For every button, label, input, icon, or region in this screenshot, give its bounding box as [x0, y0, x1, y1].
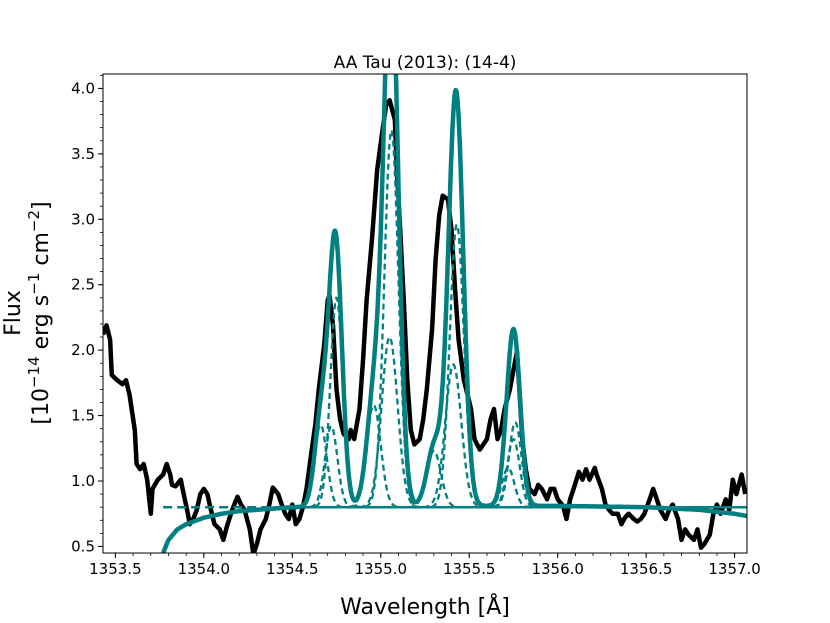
- ylabel-superscript: −2: [25, 210, 43, 232]
- x-tick-label: 1353.5: [89, 560, 142, 578]
- y-axis-label: Flux [10−14 erg s−1 cm−2]: [1, 201, 54, 424]
- observed-spectrum-line: [103, 97, 747, 553]
- gaussian-component-line: [356, 128, 427, 509]
- ylabel-part: cm: [29, 232, 54, 273]
- chart-title: AA Tau (2013): (14-4): [334, 53, 517, 73]
- ylabel-part: [10: [29, 388, 54, 425]
- x-tick-label: 1356.5: [620, 560, 673, 578]
- gaussian-component-line: [398, 449, 470, 509]
- axis-ticks: 1353.5 1354.0 1354.5 1355.0 1355.5 1356.0 1356…: [71, 74, 761, 578]
- x-tick-label: 1355.5: [443, 560, 496, 578]
- y-tick-label: 2.5: [71, 276, 95, 294]
- y-tick-label: 1.0: [71, 472, 95, 490]
- x-tick-label: 1354.5: [266, 560, 319, 578]
- x-tick-label: 1355.0: [355, 560, 408, 578]
- gaussian-component-line: [484, 420, 546, 509]
- y-tick-label: 2.0: [71, 341, 95, 359]
- y-tick-label: 1.5: [71, 407, 95, 425]
- axes-frame: [102, 73, 748, 554]
- ylabel-superscript: −1: [25, 273, 43, 295]
- y-tick-label: 3.5: [71, 145, 95, 163]
- x-tick-label: 1357.0: [708, 560, 761, 578]
- gaussian-component-line: [482, 437, 545, 509]
- y-tick-label: 3.0: [71, 210, 95, 228]
- x-tick-label: 1354.0: [178, 560, 231, 578]
- y-axis-label-line2: [10−14 erg s−1 cm−2]: [25, 201, 54, 424]
- y-tick-label: 4.0: [71, 79, 95, 97]
- ylabel-superscript: −14: [25, 356, 43, 388]
- x-tick-label: 1356.0: [531, 560, 584, 578]
- plot-area: [103, 74, 747, 553]
- y-tick-label: 0.5: [71, 537, 95, 555]
- x-axis-label: Wavelength [Å]: [340, 593, 510, 620]
- ylabel-part: ]: [29, 201, 54, 210]
- y-axis-label-line1: Flux: [1, 290, 26, 336]
- ylabel-part: erg s: [29, 295, 54, 357]
- total-model-line: [161, 74, 747, 553]
